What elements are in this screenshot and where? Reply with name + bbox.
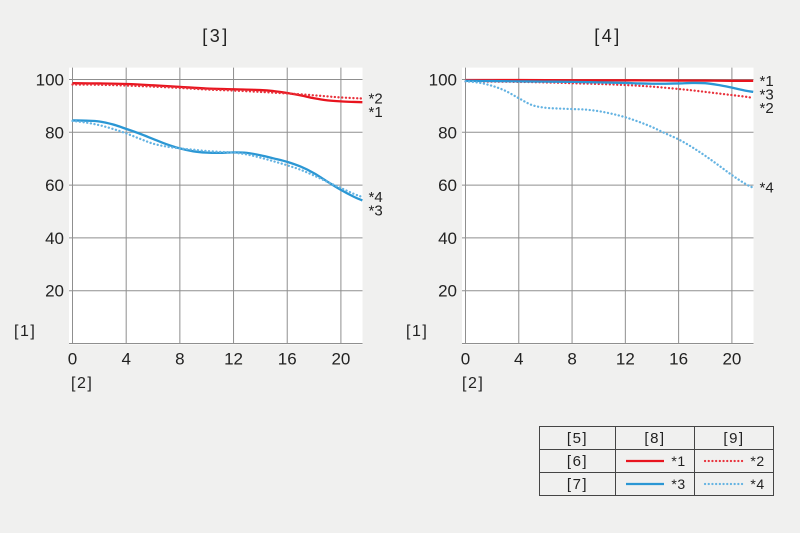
y-tick-label: 80 <box>45 123 64 142</box>
legend-sample-ref: *2 <box>750 453 765 469</box>
x-tick-label: 8 <box>175 350 184 369</box>
legend-line-sample-dotted-blue <box>704 482 745 486</box>
legend-sample-cell: *1 <box>615 449 695 473</box>
legend-row-label: [7] <box>539 472 616 496</box>
chart-right-x-axis-label: [2] <box>462 375 485 392</box>
y-tick-label: 60 <box>45 176 64 195</box>
x-tick-label: 4 <box>121 350 130 369</box>
chart-left-y-axis-label: [1] <box>14 323 37 340</box>
series-star3-label: *3 <box>760 86 774 103</box>
series-star2-curve <box>464 80 755 100</box>
chart-left-x-axis-label: [2] <box>71 375 94 392</box>
plot-area <box>69 67 363 345</box>
y-tick-label: 40 <box>45 229 64 248</box>
x-tick-label: 20 <box>331 350 350 369</box>
legend-sample-ref: *3 <box>671 476 686 492</box>
series-star1-label: *1 <box>760 73 774 90</box>
x-tick-label: 0 <box>68 350 77 369</box>
legend-line-sample-solid-red <box>626 459 665 463</box>
x-tick-label: 20 <box>722 350 741 369</box>
legend-sample-ref: *4 <box>750 476 765 492</box>
plot-area <box>462 67 754 345</box>
series-star1-label: *1 <box>369 104 383 121</box>
legend-header-cell-1: [5] <box>539 426 616 450</box>
chart-right: 20 40 60 80 100 0 4 8 12 16 20 *1*3*2 *4 <box>429 67 774 369</box>
x-tick-label: 0 <box>461 350 470 369</box>
legend-row-radial: [6] *1 *2 <box>539 449 774 473</box>
legend-row-label: [6] <box>539 449 616 473</box>
x-tick-label: 12 <box>616 350 635 369</box>
chart-right-title: [4] <box>594 26 622 46</box>
series-star3-curve <box>465 79 754 94</box>
x-tick-label: 4 <box>514 350 523 369</box>
legend-row-tangential: [7] *3 *4 <box>539 472 774 496</box>
legend-sample-cell: *2 <box>694 449 774 473</box>
x-tick-label: 8 <box>567 350 576 369</box>
legend-header-cell-3: [9] <box>694 426 774 450</box>
legend-sample-cell: *4 <box>694 472 774 496</box>
series-star3-label: *3 <box>369 202 383 219</box>
y-tick-label: 80 <box>438 123 457 142</box>
y-tick-label: 100 <box>36 71 64 90</box>
y-tick-label: 40 <box>438 229 457 248</box>
legend-table: [5] [8] [9] [6] *1 *2 [7] <box>539 426 774 496</box>
y-tick-label: 20 <box>438 282 457 301</box>
legend-header-row: [5] [8] [9] <box>539 426 774 450</box>
series-star4-label: *4 <box>369 189 383 206</box>
series-star2-curve <box>71 83 364 100</box>
series-star1-curve <box>72 82 363 104</box>
legend-sample-cell: *3 <box>615 472 695 496</box>
y-tick-label: 100 <box>429 71 457 90</box>
series-star4-label: *4 <box>760 180 774 197</box>
x-tick-label: 12 <box>224 350 243 369</box>
legend-line-sample-solid-blue <box>626 482 665 486</box>
series-star1-curve <box>465 78 754 82</box>
series-star4-curve <box>71 119 364 199</box>
legend-sample-ref: *1 <box>671 453 686 469</box>
series-star4-curve <box>464 80 755 189</box>
chart-left-title: [3] <box>202 26 230 46</box>
series-star2-label: *2 <box>760 100 774 117</box>
x-tick-label: 16 <box>278 350 297 369</box>
x-tick-label: 16 <box>669 350 688 369</box>
y-tick-label: 20 <box>45 282 64 301</box>
legend-line-sample-dotted-red <box>704 459 745 463</box>
legend-header-cell-2: [8] <box>615 426 695 450</box>
chart-right-y-axis-label: [1] <box>406 323 429 340</box>
series-star2-label: *2 <box>369 91 383 108</box>
y-tick-label: 60 <box>438 176 457 195</box>
chart-left: 20 40 60 80 100 0 4 8 12 16 20 *2*1 *4*3 <box>36 67 383 369</box>
